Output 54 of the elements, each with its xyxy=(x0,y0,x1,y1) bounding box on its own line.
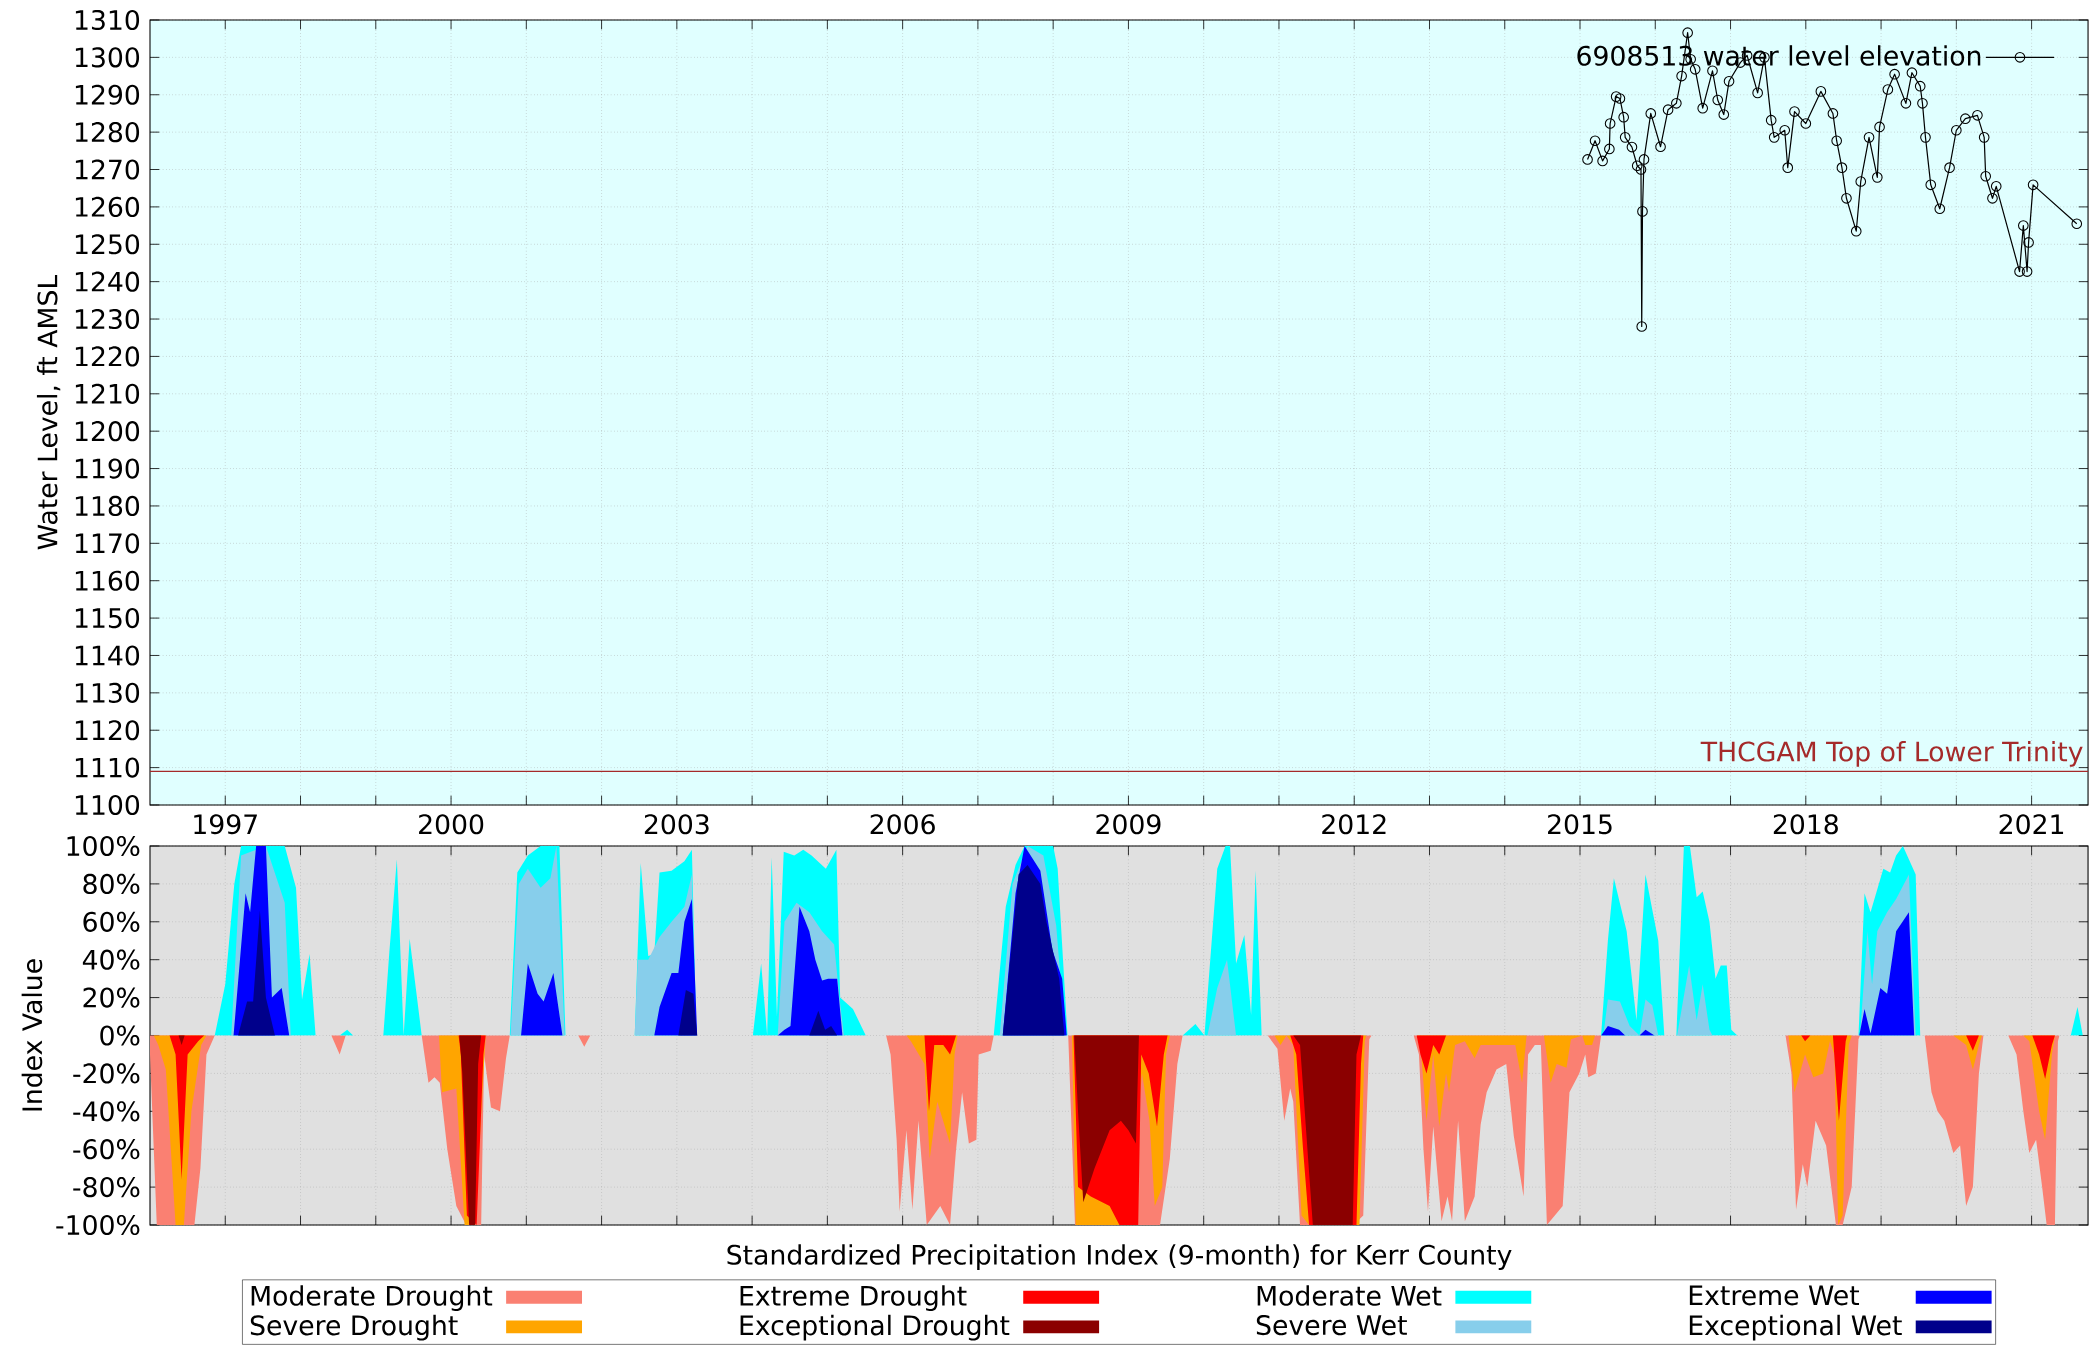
y-tick-label: 1150 xyxy=(75,608,140,629)
legend-label: Exceptional Wet xyxy=(1689,1314,1902,1341)
y-tick-label: 1240 xyxy=(75,271,140,292)
y-tick-label: 1120 xyxy=(75,720,140,741)
y-tick-label: 1180 xyxy=(75,495,140,517)
legend-label: Exceptional Drought xyxy=(740,1314,1010,1341)
x-tick-label: 2000 xyxy=(419,814,484,835)
y-tick-label: 1110 xyxy=(75,757,140,778)
x-tick-label: 2015 xyxy=(1548,814,1612,835)
y-tick-label: 80% xyxy=(83,873,140,894)
y-tick-label: 1170 xyxy=(75,533,140,554)
x-tick-label: 1997 xyxy=(194,814,257,835)
x-tick-label: 2012 xyxy=(1322,814,1386,835)
y-tick-label: 1270 xyxy=(75,159,140,180)
y-tick-label: 1200 xyxy=(75,421,140,442)
y-tick-label: 1190 xyxy=(75,458,140,479)
y-tick-label: 1140 xyxy=(75,645,140,666)
y-tick-label: 1160 xyxy=(75,570,140,591)
y-tick-label: 1300 xyxy=(75,47,140,68)
x-tick-label: 2018 xyxy=(1773,814,1838,835)
y-tick-label: 100% xyxy=(67,835,140,857)
y-tick-label: 1280 xyxy=(75,122,140,143)
y-tick-label: 60% xyxy=(83,911,140,932)
x-tick-label: 2006 xyxy=(870,814,935,835)
y-tick-label: 40% xyxy=(82,949,140,970)
y-tick-label: -100% xyxy=(56,1214,140,1236)
y-tick-label: -40% xyxy=(73,1101,140,1122)
y-tick-label: -80% xyxy=(73,1177,140,1198)
y-tick-label: -60% xyxy=(73,1139,140,1160)
legend-label: Moderate Wet xyxy=(1257,1285,1442,1306)
y-tick-label: 1100 xyxy=(75,794,140,816)
legend-label: Severe Wet xyxy=(1256,1315,1407,1336)
y-tick-label: -20% xyxy=(73,1063,140,1084)
y-tick-label: 1130 xyxy=(75,682,140,703)
y-tick-label: 1210 xyxy=(75,383,140,404)
y-tick-label: 1290 xyxy=(75,84,140,105)
legend-label: Extreme Wet xyxy=(1689,1285,1860,1306)
legend-label: Extreme Drought xyxy=(740,1285,967,1311)
x-tick-label: 2009 xyxy=(1096,814,1161,835)
y-tick-label: 1250 xyxy=(75,234,140,255)
y-tick-label: 1260 xyxy=(75,196,140,217)
y-tick-label: 1230 xyxy=(75,308,140,330)
y-tick-label: 1310 xyxy=(75,9,140,31)
ref-line-label: THCGAM Top of Lower Trinity xyxy=(1700,740,2083,767)
y-tick-label: 20% xyxy=(83,987,140,1008)
x-tick-label: 2003 xyxy=(644,814,709,835)
y-axis-title: Index Value xyxy=(21,959,43,1111)
y-axis-title: Water Level, ft AMSL xyxy=(36,274,61,550)
legend-label: Severe Drought xyxy=(250,1314,458,1341)
x-axis-title: Standardized Precipitation Index (9-month) for Kerr County xyxy=(727,1244,1512,1270)
x-tick-label: 2021 xyxy=(1999,814,2064,835)
y-tick-label: 1220 xyxy=(75,346,140,367)
legend-label: Moderate Drought xyxy=(251,1285,493,1311)
y-tick-label: 0% xyxy=(100,1025,140,1046)
